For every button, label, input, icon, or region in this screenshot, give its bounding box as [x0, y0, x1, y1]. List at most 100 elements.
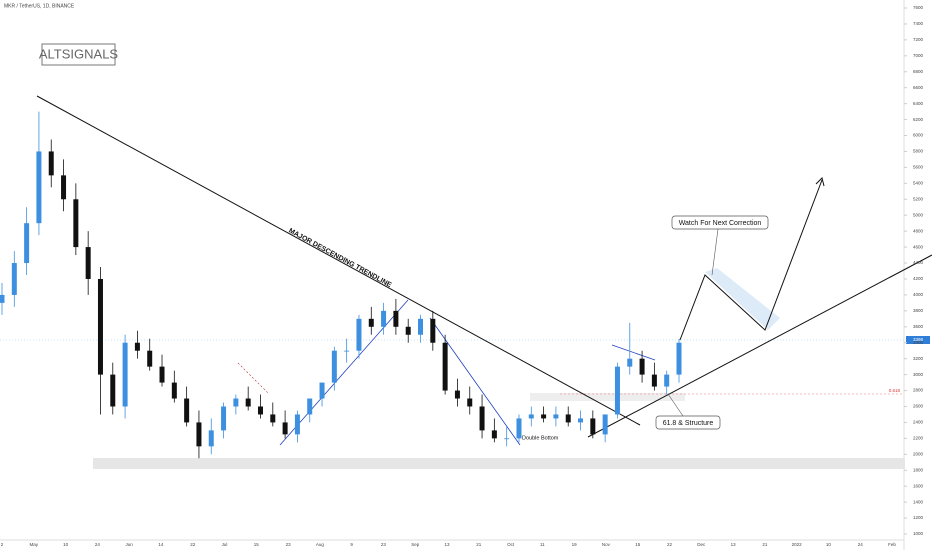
- y-tick-label: 7400: [913, 21, 924, 26]
- y-tick-label: 4000: [913, 292, 924, 297]
- candle-body: [319, 382, 325, 399]
- candle-body: [627, 358, 633, 367]
- y-tick-label: 4800: [913, 228, 924, 233]
- y-tick-label: 3800: [913, 308, 924, 313]
- x-tick-label: Oct: [507, 542, 515, 547]
- x-tick-label: 21: [476, 542, 482, 547]
- x-tick-label: 13: [444, 542, 450, 547]
- candle-body: [233, 398, 239, 407]
- fib-zone: [530, 393, 685, 401]
- y-tick-label: 5000: [913, 212, 924, 217]
- candle-body: [553, 414, 559, 419]
- candle-body: [24, 223, 30, 264]
- y-tick-label: 1000: [913, 531, 924, 536]
- y-tick-label: 1800: [913, 467, 924, 472]
- x-tick-label: 2: [1, 542, 4, 547]
- candle-body: [430, 318, 436, 343]
- y-tick-label: 2600: [913, 404, 924, 409]
- x-tick-label: May: [30, 542, 39, 547]
- callout-box: [671, 215, 769, 230]
- y-tick-label: 6400: [913, 101, 924, 106]
- candle-body: [442, 342, 448, 391]
- watermark: ALTSIGNALS: [39, 46, 119, 61]
- candle-body: [61, 175, 67, 200]
- candle-body: [614, 366, 620, 415]
- candle-body: [134, 342, 140, 351]
- candle-body: [245, 398, 251, 407]
- callout-pointer: [711, 228, 719, 276]
- candle-body: [48, 151, 54, 176]
- candle-body: [11, 263, 17, 295]
- x-tick-label: Sep: [411, 542, 420, 547]
- candle-body: [184, 398, 190, 423]
- channel-line: [611, 344, 656, 361]
- candle-body: [651, 374, 657, 387]
- candle-body: [516, 418, 522, 439]
- y-tick-label: 6800: [913, 69, 924, 74]
- candle-body: [467, 398, 473, 407]
- candle-body: [73, 199, 79, 248]
- x-tick-label: 14: [158, 542, 164, 547]
- y-tick-label: 1200: [913, 515, 924, 520]
- candle-body: [639, 358, 645, 375]
- y-tick-label: 7000: [913, 53, 924, 58]
- dashed-line: [237, 362, 269, 394]
- candle-body: [393, 310, 399, 327]
- candle-body: [454, 390, 460, 399]
- candle-body: [405, 326, 411, 335]
- support-zone: [93, 458, 905, 469]
- price-badge-text: 3398: [913, 337, 924, 342]
- y-tick-label: 5800: [913, 149, 924, 154]
- candle-body: [85, 247, 91, 279]
- candle-body: [270, 414, 276, 423]
- candle-body: [0, 294, 5, 303]
- callout-text: Watch For Next Correction: [679, 220, 762, 227]
- y-tick-label: 6200: [913, 117, 924, 122]
- pattern-label: Double Bottom: [522, 435, 559, 441]
- candle-body: [307, 398, 313, 415]
- correction-zone: [705, 268, 780, 330]
- candle-body: [356, 318, 362, 351]
- candle-body: [578, 418, 584, 423]
- price-badge: [906, 336, 930, 344]
- x-tick-label: 13: [731, 542, 737, 547]
- y-tick-label: 2400: [913, 420, 924, 425]
- candle-body: [504, 438, 510, 440]
- fib-label: 0.618: [889, 388, 901, 393]
- candle-body: [664, 374, 670, 387]
- rising-trendline: [587, 254, 932, 438]
- watermark-box: [41, 43, 116, 66]
- x-tick-label: 19: [572, 542, 578, 547]
- candle-body: [344, 350, 350, 352]
- y-tick-label: 5200: [913, 196, 924, 201]
- candle-body: [418, 318, 424, 335]
- x-tick-label: 24: [95, 542, 101, 547]
- candle-body: [602, 414, 608, 435]
- x-tick-label: Feb: [888, 542, 896, 547]
- y-tick-label: 3600: [913, 324, 924, 329]
- x-tick-label: Jun: [126, 542, 134, 547]
- y-tick-label: 3400: [913, 340, 924, 345]
- callout-text: 61.8 & Structure: [663, 420, 714, 427]
- x-tick-label: 15: [635, 542, 641, 547]
- y-tick-label: 1400: [913, 499, 924, 504]
- y-tick-label: 3200: [913, 356, 924, 361]
- y-tick-label: 4200: [913, 276, 924, 281]
- candle-body: [528, 414, 534, 419]
- y-tick-label: 4600: [913, 244, 924, 249]
- y-tick-label: 5400: [913, 181, 924, 186]
- descending-trendline: [36, 95, 641, 426]
- candle-body: [36, 151, 42, 224]
- y-tick-label: 7600: [913, 5, 924, 10]
- x-tick-label: Jul: [222, 542, 228, 547]
- x-tick-label: 22: [190, 542, 196, 547]
- candle-body: [97, 278, 103, 375]
- x-tick-label: 2022: [792, 542, 803, 547]
- callout-box: [655, 415, 721, 430]
- candle-body: [282, 422, 288, 435]
- candle-body: [159, 366, 165, 383]
- candle-body: [122, 342, 128, 407]
- projection-path: [679, 179, 823, 341]
- candle-body: [491, 430, 497, 439]
- candle-body: [294, 414, 300, 435]
